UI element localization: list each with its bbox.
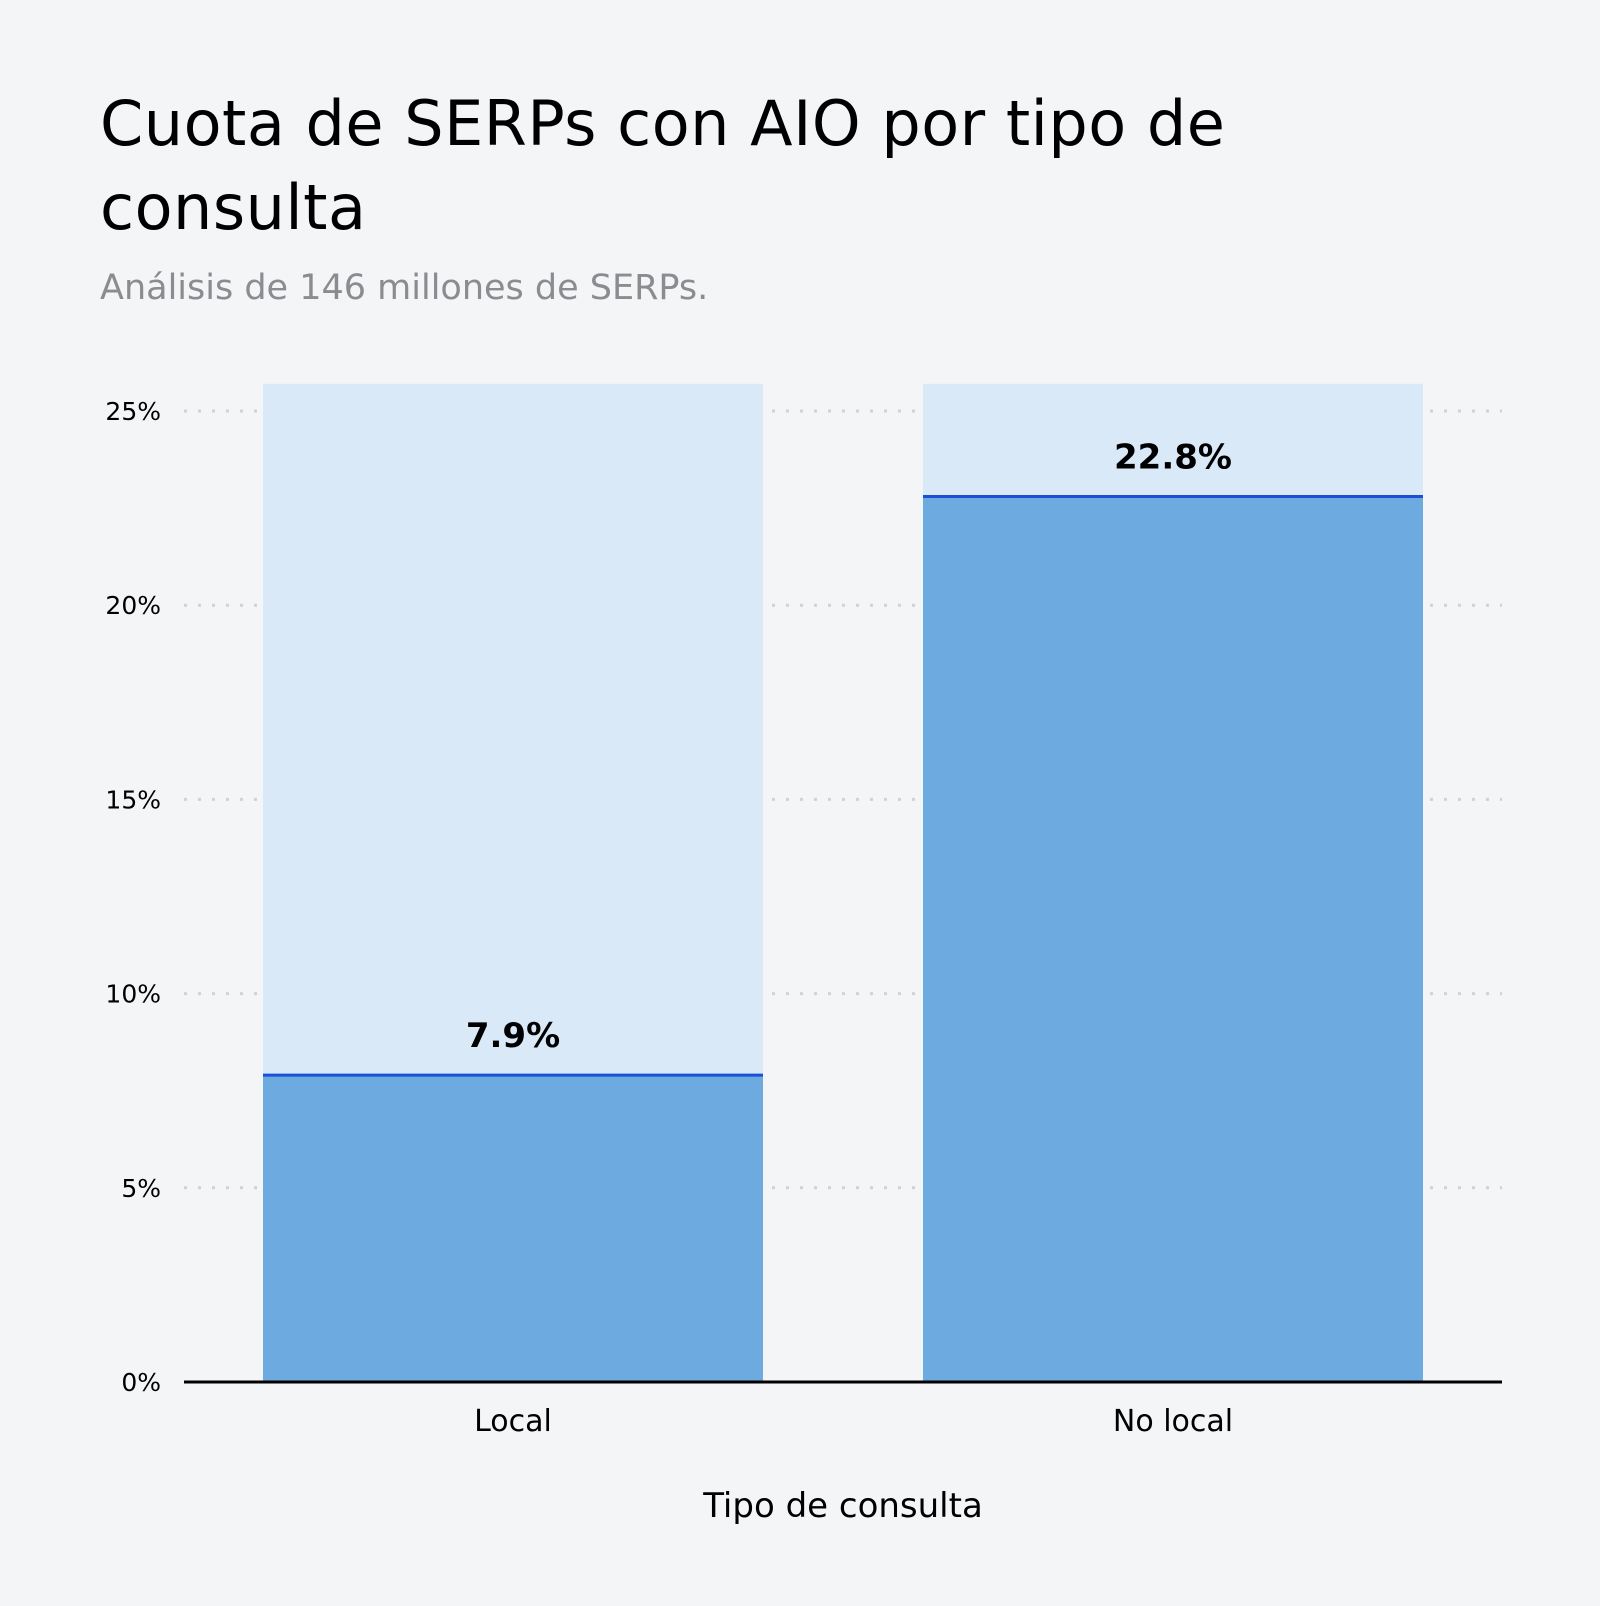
bar (263, 1075, 763, 1382)
y-tick-label: 10% (105, 980, 161, 1009)
bar (923, 496, 1423, 1382)
chart-title: Cuota de SERPs con AIO por tipo de consu… (100, 87, 1226, 244)
y-tick-label: 20% (105, 591, 161, 620)
data-label: 7.9% (466, 1016, 560, 1056)
y-tick-label: 15% (105, 785, 161, 814)
y-tick-label: 5% (121, 1174, 161, 1203)
y-tick-label: 25% (105, 397, 161, 426)
x-tick-label: Local (474, 1404, 552, 1439)
x-axis-label: Tipo de consulta (702, 1486, 983, 1526)
x-tick-label: No local (1113, 1404, 1233, 1439)
chart-subtitle: Análisis de 146 millones de SERPs. (100, 268, 709, 308)
data-label: 22.8% (1114, 437, 1232, 477)
y-tick-label: 0% (121, 1368, 161, 1397)
